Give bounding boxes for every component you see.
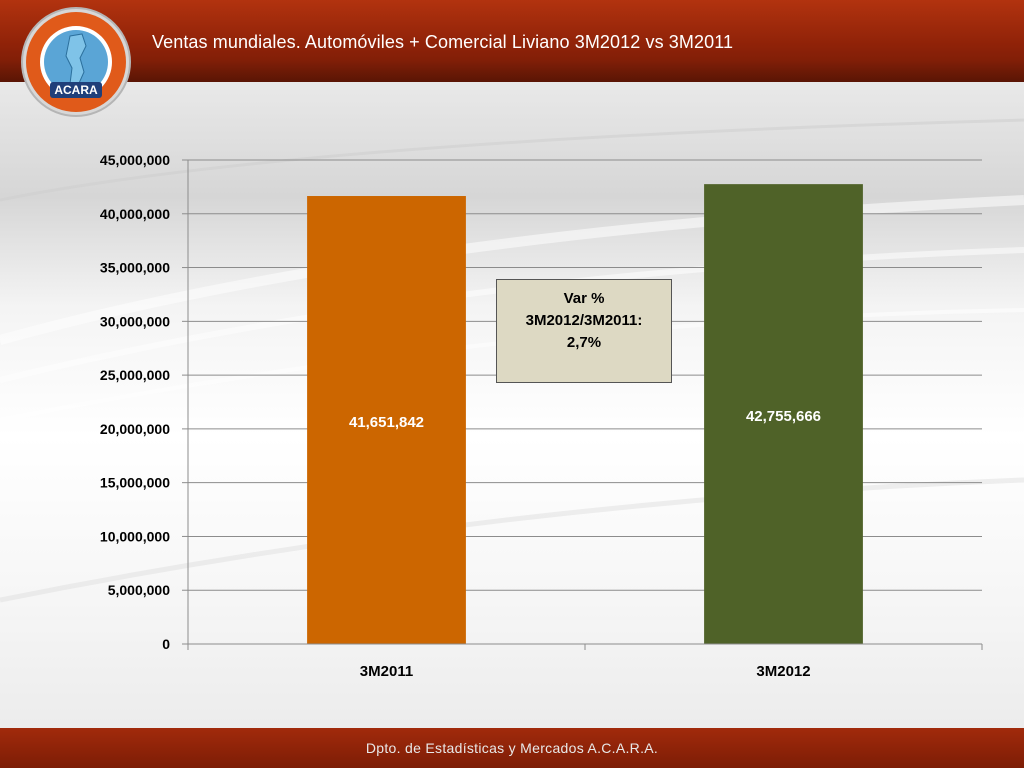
header-bar: Ventas mundiales. Automóviles + Comercia… [0, 0, 1024, 82]
x-tick-label: 3M2011 [360, 663, 413, 680]
x-tick-label: 3M2012 [756, 663, 810, 680]
y-axis-ticks: 0 5,000,000 10,000,000 15,000,000 20,000,000… [100, 152, 188, 652]
y-tick-label: 25,000,000 [100, 367, 170, 383]
y-tick-label: 0 [162, 636, 170, 652]
annotation-line-1: Var % [563, 290, 605, 307]
bar-3M2011 [307, 196, 466, 645]
annotation-line-2: 3M2012/3M2011: [525, 312, 643, 329]
data-label-3M2011: 41,651,842 [349, 414, 424, 431]
y-tick-label: 30,000,000 [100, 313, 170, 329]
acara-logo: ACARA [21, 7, 131, 117]
y-tick-label: 35,000,000 [100, 260, 170, 276]
footer-text: Dpto. de Estadísticas y Mercados A.C.A.R… [365, 740, 659, 756]
annotation-line-3: 2,7% [566, 334, 602, 351]
y-tick-label: 10,000,000 [100, 528, 170, 544]
data-labels: 41,651,842 42,755,666 [349, 408, 821, 431]
x-axis-labels: 3M2011 3M2012 [360, 663, 811, 680]
y-tick-label: 15,000,000 [100, 475, 170, 491]
logo-text: ACARA [54, 83, 98, 97]
y-tick-label: 20,000,000 [100, 421, 170, 437]
axes [187, 160, 983, 650]
slide-title: Ventas mundiales. Automóviles + Comercia… [152, 32, 734, 52]
data-label-3M2012: 42,755,666 [746, 408, 821, 425]
y-tick-label: 40,000,000 [100, 206, 170, 222]
y-tick-label: 45,000,000 [100, 152, 170, 168]
footer-bar: Dpto. de Estadísticas y Mercados A.C.A.R… [0, 728, 1024, 768]
bar-3M2012 [704, 184, 863, 645]
variation-annotation-box: Var % 3M2012/3M2011: 2,7% [496, 279, 672, 383]
bars [307, 184, 863, 645]
header-shade [0, 60, 1024, 82]
y-tick-label: 5,000,000 [108, 582, 170, 598]
